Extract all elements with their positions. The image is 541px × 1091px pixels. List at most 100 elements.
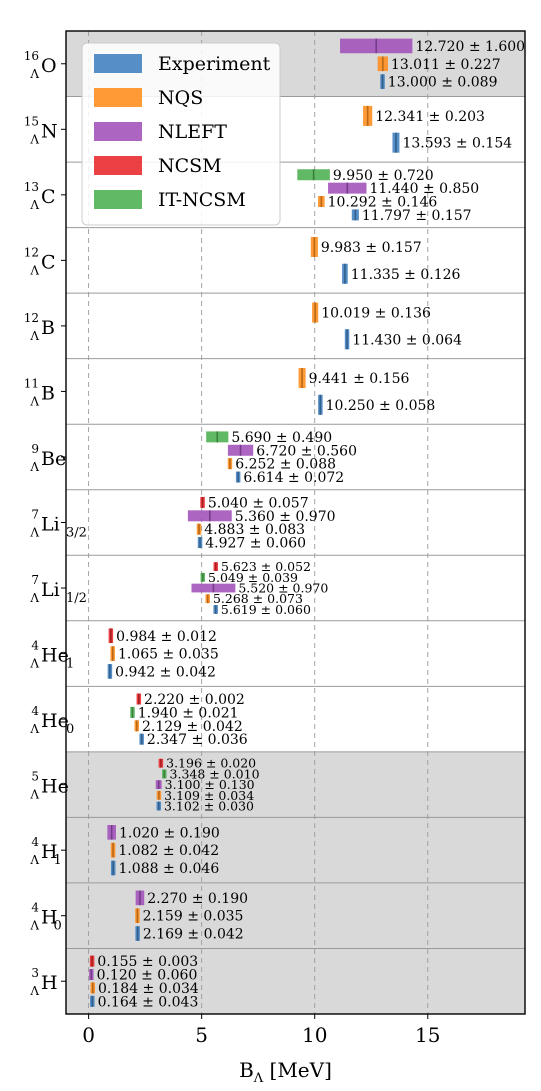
- value-label-B11-Experiment: 10.250 ± 0.058: [326, 398, 436, 414]
- shaded-row-He5: [66, 751, 525, 818]
- value-label-C13-NLEFT: 11.440 ± 0.850: [369, 181, 479, 197]
- nucleus-label-B11: 11 Λ B: [24, 376, 55, 408]
- nucleus-element: H: [41, 841, 58, 863]
- nucleus-element: He: [41, 645, 69, 667]
- nucleus-mass-number: 15: [24, 114, 39, 128]
- nucleus-element: He: [41, 776, 69, 798]
- value-label-He5-IT-NCSM: 3.348 ± 0.010: [170, 766, 260, 781]
- value-label-H1_4-Experiment: 1.088 ± 0.046: [118, 861, 219, 877]
- nucleus-lambda-subscript: Λ: [29, 67, 39, 81]
- nucleus-state-subscript: 0: [54, 919, 62, 934]
- value-label-O16-NQS: 13.011 ± 0.227: [391, 57, 501, 73]
- legend-swatch-NQS: [94, 88, 142, 107]
- value-label-Li7_12-NLEFT: 5.520 ± 0.970: [238, 581, 328, 596]
- nucleus-lambda-subscript: Λ: [29, 198, 39, 212]
- nucleus-lambda-subscript: Λ: [29, 722, 39, 736]
- value-label-N15-Experiment: 13.593 ± 0.154: [402, 136, 512, 152]
- value-label-Li7_32-NCSM: 5.040 ± 0.057: [208, 495, 309, 511]
- nucleus-label-C13: 13 Λ C: [24, 180, 56, 212]
- nucleus-mass-number: 5: [31, 770, 39, 784]
- value-label-C13-Experiment: 11.797 ± 0.157: [362, 208, 472, 224]
- value-label-H0_4-NQS: 2.159 ± 0.035: [143, 909, 244, 925]
- value-label-He1_4-NQS: 1.065 ± 0.035: [118, 647, 219, 663]
- nucleus-lambda-subscript: Λ: [29, 132, 39, 146]
- nucleus-mass-number: 12: [24, 311, 39, 325]
- value-label-Li7_12-NQS: 5.268 ± 0.073: [213, 591, 303, 606]
- value-label-C12-NQS: 9.983 ± 0.157: [321, 240, 422, 256]
- nucleus-label-Li7_32: 7 Λ Li 3/2: [29, 508, 87, 541]
- nucleus-lambda-subscript: Λ: [29, 984, 39, 998]
- nucleus-lambda-subscript: Λ: [29, 394, 39, 408]
- nucleus-mass-number: 7: [31, 508, 39, 522]
- legend-swatch-NCSM: [94, 156, 142, 175]
- nucleus-mass-number: 12: [24, 245, 39, 259]
- nucleus-state-subscript: 1: [54, 853, 62, 868]
- value-label-He1_4-NCSM: 0.984 ± 0.012: [116, 629, 217, 645]
- nucleus-label-He5: 5 Λ He: [29, 770, 69, 802]
- value-label-B12-NQS: 10.019 ± 0.136: [321, 306, 431, 322]
- value-label-He0_4-IT-NCSM: 1.940 ± 0.021: [138, 705, 239, 721]
- value-label-H1_4-NQS: 1.082 ± 0.042: [118, 843, 219, 859]
- value-label-B11-NQS: 9.441 ± 0.156: [309, 371, 410, 387]
- nucleus-lambda-subscript: Λ: [29, 919, 39, 933]
- value-label-Be9-Experiment: 6.614 ± 0.072: [243, 470, 344, 486]
- shaded-row-H3: [66, 948, 525, 1014]
- value-label-He0_4-Experiment: 2.347 ± 0.036: [147, 732, 248, 748]
- nucleus-label-Li7_12: 7 Λ Li 1/2: [29, 573, 87, 606]
- nucleus-mass-number: 4: [31, 639, 39, 653]
- value-label-H1_4-NLEFT: 1.020 ± 0.190: [119, 825, 220, 841]
- nucleus-element: H: [41, 972, 58, 994]
- nucleus-mass-number: 11: [24, 376, 39, 390]
- nucleus-state-subscript: 0: [66, 722, 74, 737]
- legend-swatch-Experiment: [94, 54, 142, 73]
- value-label-Li7_32-NLEFT: 5.360 ± 0.970: [235, 509, 336, 525]
- value-label-C13-NQS: 10.292 ± 0.146: [328, 195, 438, 211]
- x-tick-label: 5: [195, 1023, 208, 1047]
- value-label-He5-Experiment: 3.102 ± 0.030: [164, 799, 254, 814]
- legend-label-Experiment: Experiment: [158, 53, 271, 75]
- value-label-H3-NLEFT: 0.120 ± 0.060: [97, 968, 198, 984]
- nucleus-label-C12: 12 Λ C: [24, 245, 56, 277]
- nucleus-label-O16: 16 Λ O: [24, 49, 57, 81]
- nucleus-mass-number: 4: [31, 835, 39, 849]
- value-label-Be9-NQS: 6.252 ± 0.088: [235, 457, 336, 473]
- x-axis-label: BΛ [MeV]: [239, 1058, 332, 1086]
- value-label-Li7_12-Experiment: 5.619 ± 0.060: [221, 602, 311, 617]
- value-label-Li7_32-NQS: 4.883 ± 0.083: [204, 522, 305, 538]
- value-label-Li7_12-NCSM: 5.623 ± 0.052: [221, 559, 311, 574]
- nucleus-element: Be: [41, 448, 66, 470]
- plot-frame: [65, 30, 526, 1015]
- value-label-C13-IT-NCSM: 9.950 ± 0.720: [333, 168, 434, 184]
- shaded-row-H0_4: [66, 882, 525, 949]
- legend-swatch-IT-NCSM: [94, 190, 142, 209]
- value-label-He0_4-NQS: 2.129 ± 0.042: [142, 719, 243, 735]
- nucleus-element: B: [41, 317, 55, 339]
- nucleus-lambda-subscript: Λ: [29, 526, 39, 540]
- nucleus-element: O: [41, 55, 57, 77]
- value-labels: 12.720 ± 1.600 13.011 ± 0.227 13.000 ± 0.0…: [97, 39, 526, 1010]
- legend-label-NQS: NQS: [158, 87, 203, 109]
- nucleus-element: Li: [41, 514, 60, 536]
- value-label-H0_4-Experiment: 2.169 ± 0.042: [143, 927, 244, 943]
- x-tick-label: 10: [302, 1023, 327, 1047]
- nucleus-element: N: [41, 120, 58, 142]
- value-label-H3-NCSM: 0.155 ± 0.003: [97, 954, 198, 970]
- value-label-Li7_12-IT-NCSM: 5.049 ± 0.039: [208, 570, 298, 585]
- nucleus-element: C: [41, 251, 56, 273]
- x-tick-label: 15: [415, 1023, 440, 1047]
- nucleus-label-H1_4: 4 Λ H1: [29, 835, 61, 868]
- value-label-Li7_32-Experiment: 4.927 ± 0.060: [205, 536, 306, 552]
- value-label-He5-NCSM: 3.196 ± 0.020: [166, 756, 256, 771]
- value-label-N15-NQS: 12.341 ± 0.203: [375, 109, 485, 125]
- value-label-He5-NQS: 3.109 ± 0.034: [164, 788, 254, 803]
- nucleus-state-subscript: 1: [66, 657, 74, 672]
- legend: Experiment NQS NLEFT NCSM IT-NCSM: [81, 42, 281, 226]
- nucleus-lambda-subscript: Λ: [29, 853, 39, 867]
- legend-label-IT-NCSM: IT-NCSM: [158, 189, 246, 211]
- value-label-H3-NQS: 0.184 ± 0.034: [98, 981, 199, 997]
- nucleus-mass-number: 4: [31, 901, 39, 915]
- nucleus-label-He1_4: 4 Λ He1: [29, 639, 74, 672]
- nucleus-label-H3: 3 Λ H: [29, 966, 57, 998]
